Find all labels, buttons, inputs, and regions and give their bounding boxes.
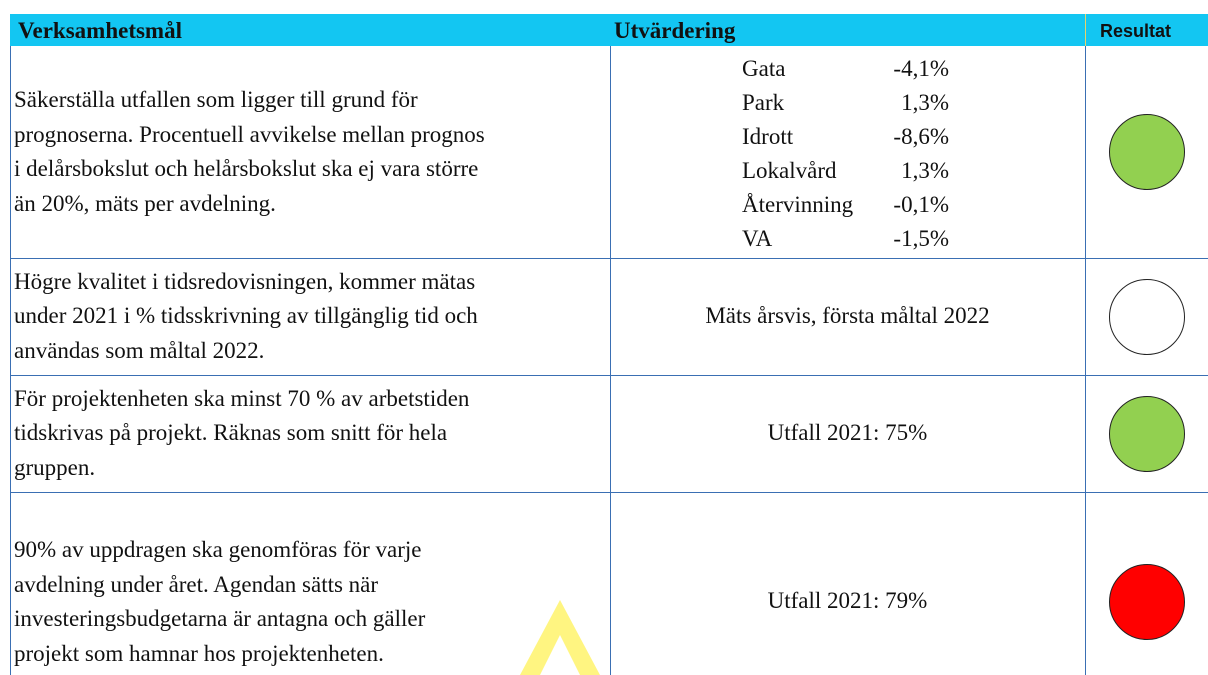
goal-text: prognoserna. Procentuell avvikelse mella… — [14, 121, 485, 147]
eval-value: 1,3% — [901, 158, 949, 183]
header-cell: Resultat — [1100, 21, 1172, 41]
eval-label: Återvinning — [742, 192, 854, 217]
goal-text: För projektenheten ska minst 70 % av arb… — [14, 385, 470, 411]
eval-value: -8,6% — [893, 124, 949, 149]
row-border — [10, 375, 1208, 376]
eval-text: Utfall 2021: 79% — [767, 588, 928, 613]
eval-text: Mäts årsvis, första måltal 2022 — [705, 302, 990, 328]
goal-text: användas som måltal 2022. — [14, 337, 265, 363]
header-cell: Utvärdering — [614, 18, 736, 43]
eval-label: Gata — [742, 56, 786, 81]
goal-text: under 2021 i % tidsskrivning av tillgäng… — [14, 303, 478, 329]
goal-text: Säkerställa utfallen som ligger till gru… — [14, 87, 418, 112]
result-indicator — [1109, 564, 1185, 640]
eval-value: 1,3% — [901, 90, 949, 115]
header-cell: Verksamhetsmål — [18, 18, 182, 43]
border — [1085, 46, 1086, 675]
header-bar — [10, 14, 1208, 46]
eval-value: -1,5% — [893, 226, 949, 251]
eval-value: -0,1% — [893, 192, 949, 217]
goal-text: i delårsbokslut och helårsbokslut ska ej… — [14, 156, 479, 181]
goal-text: investeringsbudgetarna är antagna och gä… — [14, 606, 426, 631]
goal-text: än 20%, mäts per avdelning. — [14, 190, 276, 216]
eval-label: Park — [742, 90, 785, 115]
eval-text: Utfall 2021: 75% — [767, 419, 928, 445]
result-indicator — [1109, 278, 1185, 355]
goal-text: gruppen. — [14, 454, 96, 480]
goal-text: tidskrivas på projekt. Räknas som snitt … — [14, 420, 448, 446]
result-indicator — [1109, 395, 1185, 472]
border — [610, 46, 611, 675]
row-border — [10, 258, 1208, 259]
eval-label: Idrott — [742, 124, 794, 149]
header-divider — [1085, 14, 1086, 46]
goal-text: Högre kvalitet i tidsredovisningen, komm… — [14, 268, 476, 294]
eval-label: Lokalvård — [742, 158, 837, 183]
goal-text: avdelning under året. Agendan sätts när — [14, 571, 379, 597]
goal-text: projekt som hamnar hos projektenheten. — [14, 640, 384, 666]
row-border — [10, 492, 1208, 493]
result-indicator — [1109, 114, 1185, 190]
border — [10, 46, 11, 675]
eval-value: -4,1% — [893, 56, 949, 81]
goal-text: 90% av uppdragen ska genomföras för varj… — [14, 537, 422, 562]
eval-label: VA — [742, 226, 773, 251]
